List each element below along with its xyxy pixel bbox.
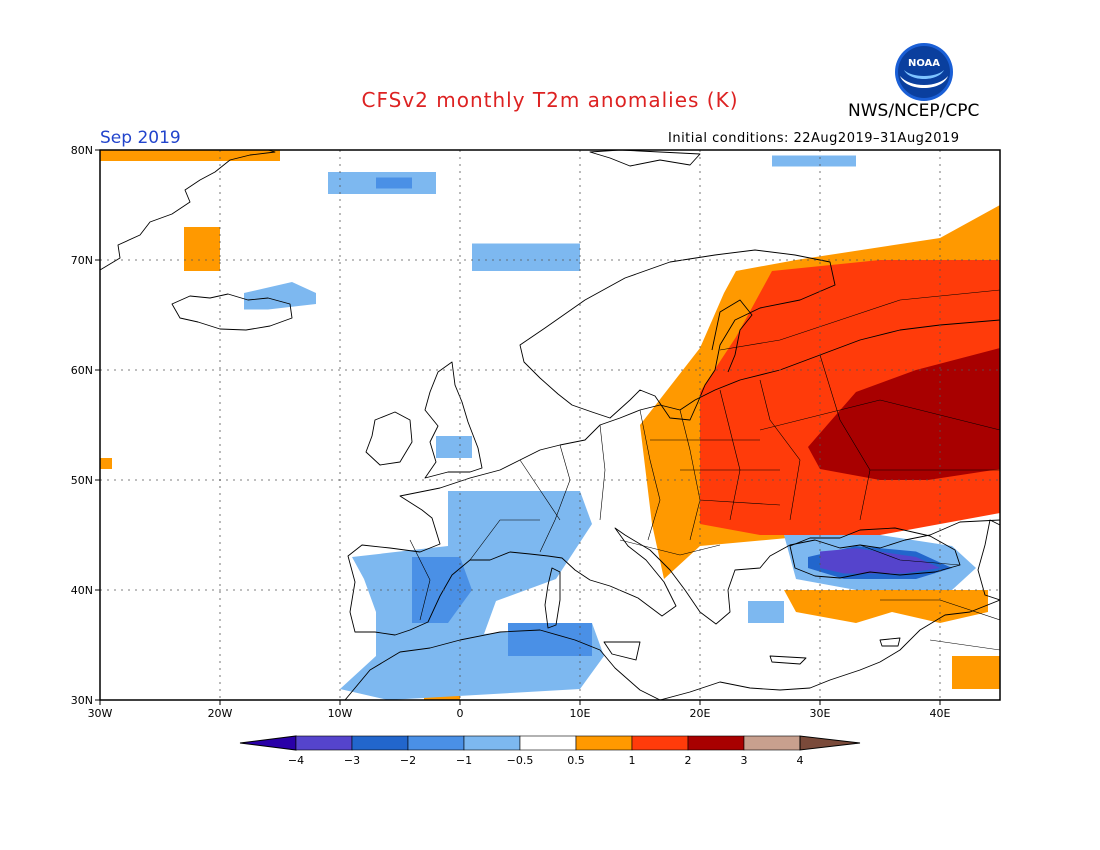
colorbar-legend: −4 −3 −2 −1 −0.5 0.5 1 2 3 4 — [239, 735, 861, 767]
anomaly-layer — [100, 150, 1000, 700]
lon-tick-label: 20W — [208, 707, 233, 720]
lon-tick-label: 30E — [810, 707, 831, 720]
iceland-coastline — [171, 293, 293, 331]
caspian-coastline — [977, 519, 1000, 601]
anomaly-region-20 — [820, 548, 940, 574]
colorbar-label: −1 — [456, 754, 472, 767]
lon-tick-label: 20E — [690, 707, 711, 720]
anomaly-region-2 — [100, 458, 112, 469]
colorbar-max-arrow — [799, 735, 861, 751]
colorbar-box — [351, 735, 409, 751]
scandinavia-coastline — [519, 249, 836, 421]
noaa-logo: NOAA — [894, 42, 954, 106]
colorbar-box — [631, 735, 689, 751]
britain-coastline — [424, 361, 483, 479]
levant-coastline — [879, 599, 1000, 663]
lon-tick-label: 0 — [457, 707, 464, 720]
logo-text: NOAA — [908, 58, 940, 69]
lat-tick-label: 70N — [71, 254, 93, 267]
colorbar-box — [687, 735, 745, 751]
bothnia-coastline — [711, 299, 753, 373]
anomaly-region-0 — [100, 150, 280, 161]
lat-tick-label: 50N — [71, 474, 93, 487]
lon-tick-label: 10E — [570, 707, 591, 720]
colorbar-label: 4 — [797, 754, 804, 767]
colorbar-box — [407, 735, 465, 751]
lon-tick-label: 30W — [88, 707, 113, 720]
anomaly-region-11 — [472, 243, 580, 271]
colorbar-label: −0.5 — [507, 754, 534, 767]
initial-conditions-label: Initial conditions: 22Aug2019–31Aug2019 — [668, 131, 960, 146]
lat-tick-label: 80N — [71, 144, 93, 157]
anomaly-region-13 — [244, 282, 316, 310]
greenland-coastline — [100, 150, 276, 271]
colorbar-label: 0.5 — [567, 754, 585, 767]
anomaly-region-21 — [748, 601, 784, 623]
colorbar-box — [519, 735, 577, 751]
anomaly-region-15 — [340, 491, 604, 700]
anomaly-region-17 — [508, 623, 592, 656]
colorbar-label: −4 — [288, 754, 304, 767]
anomaly-region-1 — [184, 227, 220, 271]
lon-tick-label: 10W — [328, 707, 353, 720]
graticule — [100, 150, 1000, 700]
colorbar-box — [463, 735, 521, 751]
map-frame — [99, 149, 1001, 701]
colorbar-box — [295, 735, 353, 751]
lat-tick-label: 30N — [71, 694, 93, 707]
map-title: CFSv2 monthly T2m anomalies (K) — [361, 88, 739, 112]
lon-tick-label: 40E — [930, 707, 951, 720]
svalbard-coastline — [589, 150, 701, 167]
anomaly-region-14 — [436, 436, 472, 458]
land-outline-layer — [100, 150, 1000, 700]
axis-ticks: 30W 20W 10W 0 10E 20E 30E 40E 30N 40N 50N 60N 70N 80N — [71, 144, 951, 720]
colorbar-box — [575, 735, 633, 751]
colorbar-label: 1 — [629, 754, 636, 767]
sicily-coastline — [603, 641, 641, 661]
lat-tick-label: 40N — [71, 584, 93, 597]
colorbar-label: −3 — [344, 754, 360, 767]
colorbar-box — [743, 735, 801, 751]
north-africa-coastline — [344, 629, 881, 700]
anomaly-region-10 — [376, 177, 412, 189]
anomaly-region-7 — [952, 656, 1000, 689]
agency-label: NWS/NCEP/CPC — [848, 101, 980, 121]
colorbar-label: 3 — [741, 754, 748, 767]
lat-tick-label: 60N — [71, 364, 93, 377]
cyprus-coastline — [879, 637, 901, 647]
colorbar-label: 2 — [685, 754, 692, 767]
anomaly-region-12 — [772, 155, 856, 167]
sardinia-corsica-coastline — [544, 567, 561, 629]
europe-coastline — [347, 319, 1000, 636]
colorbar-label: −2 — [400, 754, 416, 767]
colorbar-min-arrow — [239, 735, 297, 751]
ireland-coastline — [365, 411, 413, 466]
crete-coastline — [769, 655, 807, 665]
month-label: Sep 2019 — [100, 128, 181, 148]
